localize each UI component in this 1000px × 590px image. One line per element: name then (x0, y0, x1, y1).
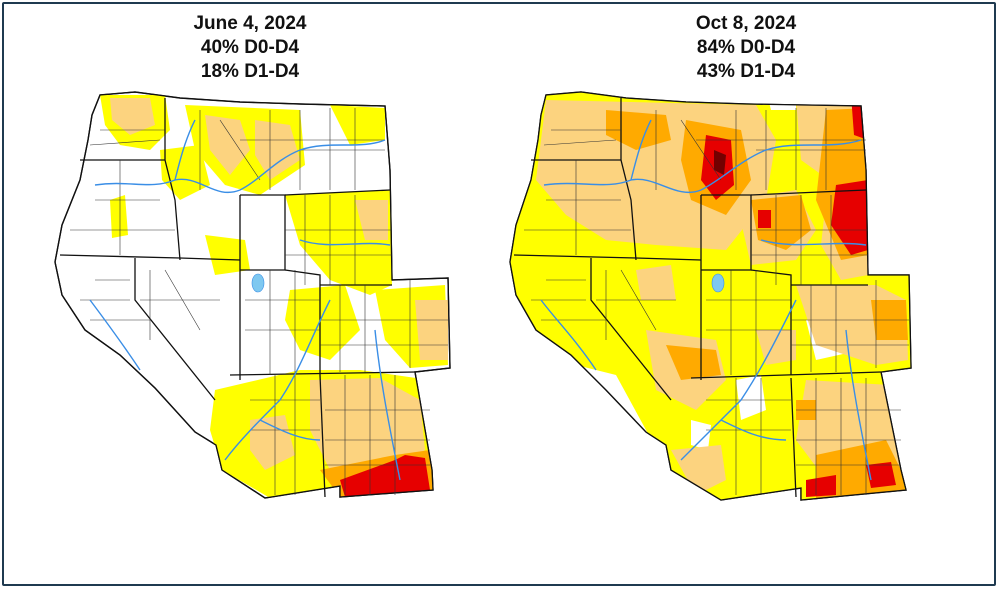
map-date: June 4, 2024 (193, 13, 307, 34)
state-boundaries (54, 91, 451, 499)
great-salt-lake (711, 273, 725, 293)
drought-areas (100, 95, 448, 498)
map-d1-d4-stat: 18% D1-D4 (200, 61, 300, 82)
map-date: Oct 8, 2024 (695, 13, 797, 34)
great-salt-lake (251, 273, 265, 293)
map-title-october: Oct 8, 2024 84% D0-D4 43% D1-D4 (496, 12, 996, 84)
drought-map-october (509, 91, 912, 501)
map-d1-d4-stat: 43% D1-D4 (696, 61, 796, 82)
map-d0-d4-stat: 40% D0-D4 (200, 37, 300, 58)
county-lines (524, 108, 909, 495)
map-panel-october: Oct 8, 2024 84% D0-D4 43% D1-D4 (496, 0, 996, 590)
map-d0-d4-stat: 84% D0-D4 (696, 37, 796, 58)
map-title-june: June 4, 2024 40% D0-D4 18% D1-D4 (0, 12, 500, 84)
rivers (540, 119, 872, 481)
map-panel-june: June 4, 2024 40% D0-D4 18% D1-D4 (0, 12, 500, 499)
county-lines (70, 108, 448, 495)
drought-map-june (54, 91, 451, 499)
state-boundaries (509, 91, 912, 501)
rivers (89, 119, 401, 481)
